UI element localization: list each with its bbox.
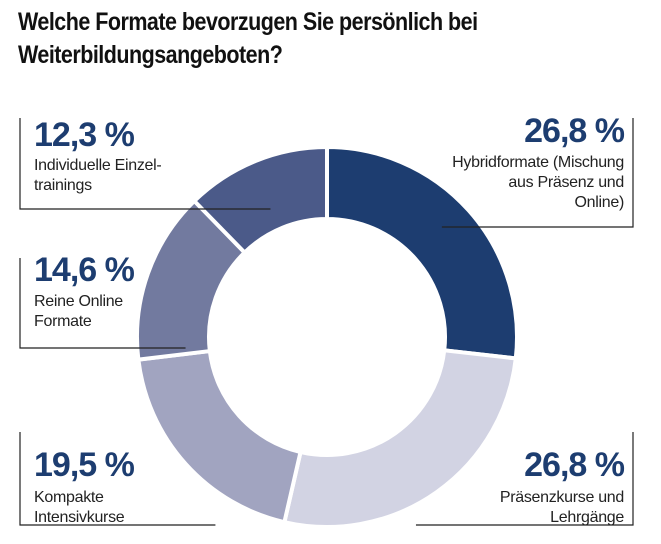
chart-title-line-1: Welche Formate bevorzugen Sie persönlich… <box>18 8 478 36</box>
slice-category-label-4-line-1: trainings <box>34 177 92 194</box>
chart-title: Welche Formate bevorzugen Sie persönlich… <box>18 6 551 72</box>
leader-line-4 <box>19 118 271 210</box>
slice-category-label-1-line-0: Präsenzkurse und <box>500 489 624 506</box>
slice-category-label-3-line-0: Reine Online <box>34 293 123 310</box>
slice-category-label-2-line-0: Kompakte <box>34 489 104 506</box>
slice-value-label-0: 26,8 % <box>524 112 625 150</box>
leader-line-3 <box>19 258 186 349</box>
donut-slice-1 <box>281 348 519 529</box>
leader-line-0 <box>441 118 634 228</box>
leader-line-1 <box>415 432 634 526</box>
slice-category-label-3-line-1: Formate <box>34 313 92 330</box>
slice-value-label-4: 12,3 % <box>34 116 135 154</box>
chart-title-line-2: Weiterbildungsangeboten? <box>18 41 283 69</box>
slice-category-label-1-line-1: Lehrgänge <box>550 509 624 526</box>
slice-value-label-1: 26,8 % <box>524 446 625 484</box>
slice-category-label-0-line-2: Online) <box>575 194 624 211</box>
slice-category-label-4-line-0: Individuelle Einzel- <box>34 157 161 174</box>
slice-category-label-0-line-1: aus Präsenz und <box>508 174 624 191</box>
donut-slice-4 <box>191 144 329 256</box>
donut-slice-2 <box>136 348 303 525</box>
donut-slice-0 <box>325 144 519 361</box>
slice-category-label-2-line-1: Intensivkurse <box>34 509 125 526</box>
slice-value-label-3: 14,6 % <box>34 251 135 289</box>
leader-line-2 <box>19 432 216 526</box>
slice-category-label-0-line-0: Hybridformate (Mischung <box>452 154 624 171</box>
slice-value-label-2: 19,5 % <box>34 446 135 484</box>
